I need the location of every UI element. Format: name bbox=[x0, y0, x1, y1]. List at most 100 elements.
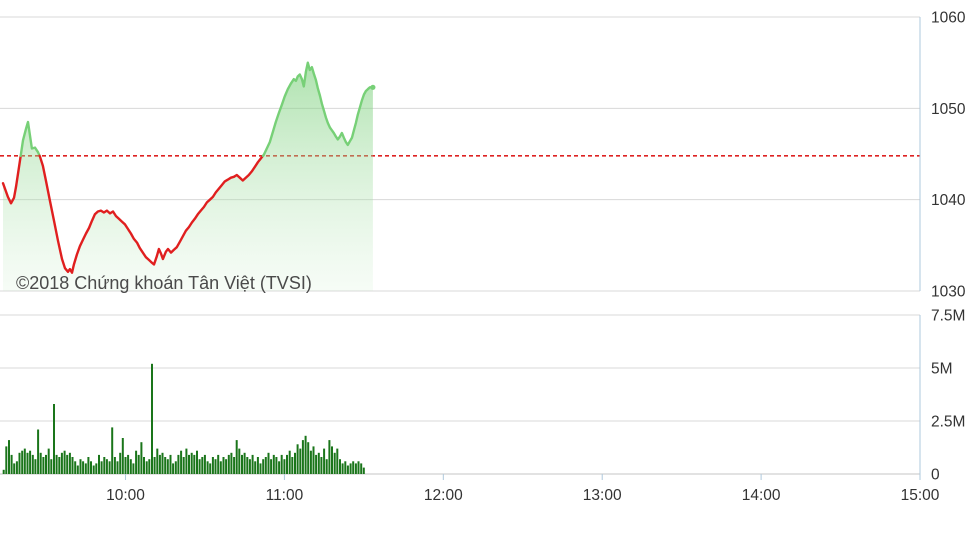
plot-borders bbox=[125, 17, 921, 480]
volume-bar bbox=[156, 448, 159, 474]
volume-axis-label: 7.5M bbox=[931, 308, 965, 325]
volume-bar bbox=[209, 463, 212, 474]
volume-bar bbox=[50, 459, 53, 474]
volume-bar bbox=[145, 461, 148, 474]
volume-bar bbox=[45, 454, 47, 474]
price-axis-label: 1060 bbox=[931, 10, 966, 27]
volume-bar bbox=[323, 448, 326, 474]
volume-bar bbox=[352, 461, 355, 474]
time-axis-label: 12:00 bbox=[424, 487, 463, 504]
volume-bar bbox=[283, 459, 286, 474]
volume-bar bbox=[188, 454, 190, 474]
volume-bar bbox=[31, 454, 34, 474]
volume-bar bbox=[137, 454, 140, 474]
volume-bar bbox=[278, 461, 281, 474]
volume-bar bbox=[309, 450, 312, 474]
volume-bar bbox=[219, 461, 222, 474]
volume-bar bbox=[60, 452, 63, 474]
volume-bar bbox=[256, 457, 259, 474]
volume-bar bbox=[29, 450, 32, 474]
volume-bar bbox=[103, 457, 106, 474]
volume-bar bbox=[262, 459, 265, 474]
volume-bar bbox=[169, 454, 172, 474]
volume-bar bbox=[317, 452, 320, 474]
price-axis-labels: 1060 1050 1040 1030 bbox=[931, 10, 966, 301]
volume-bar bbox=[333, 452, 336, 474]
volume-bar bbox=[15, 461, 18, 474]
volume-bar bbox=[95, 463, 98, 474]
volume-bar bbox=[243, 452, 246, 474]
volume-bar bbox=[98, 454, 100, 474]
volume-bar bbox=[119, 452, 122, 474]
time-axis-label: 14:00 bbox=[742, 487, 781, 504]
volume-bar bbox=[90, 461, 92, 474]
volume-bar bbox=[201, 457, 204, 474]
volume-bar bbox=[328, 440, 331, 474]
volume-bar bbox=[92, 465, 95, 474]
volume-bar bbox=[140, 442, 143, 474]
price-area-fill bbox=[3, 62, 373, 292]
volume-bar bbox=[2, 469, 5, 474]
volume-bar bbox=[87, 457, 90, 474]
volume-bar bbox=[84, 463, 87, 474]
volume-bar bbox=[182, 457, 185, 474]
volume-bar bbox=[74, 461, 77, 474]
volume-bar bbox=[312, 446, 315, 474]
volume-bar bbox=[153, 457, 156, 474]
volume-bar bbox=[164, 457, 167, 474]
volume-bar bbox=[339, 459, 341, 474]
volume-bar bbox=[275, 457, 278, 474]
volume-bar bbox=[198, 459, 201, 474]
volume-bar bbox=[259, 463, 262, 474]
volume-bar bbox=[185, 448, 188, 474]
volume-axis-label: 2.5M bbox=[931, 414, 965, 431]
volume-axis-labels: 7.5M 5M 2.5M 0 bbox=[931, 308, 965, 484]
volume-bar bbox=[18, 452, 21, 474]
volume-bar bbox=[177, 454, 180, 474]
volume-bar bbox=[166, 459, 169, 474]
volume-bar bbox=[23, 448, 26, 474]
volume-bar bbox=[307, 442, 310, 474]
volume-bar bbox=[211, 457, 214, 474]
volume-bar bbox=[121, 438, 124, 474]
volume-bar bbox=[135, 450, 138, 474]
volume-bar bbox=[291, 457, 294, 474]
volume-bar bbox=[238, 448, 241, 474]
volume-bar bbox=[53, 404, 55, 474]
volume-bar bbox=[82, 461, 85, 474]
volume-bar bbox=[13, 463, 16, 474]
volume-bar bbox=[196, 450, 198, 474]
volume-bars bbox=[2, 363, 365, 474]
volume-bar bbox=[111, 427, 114, 474]
volume-bar bbox=[354, 463, 357, 474]
volume-bar bbox=[225, 459, 228, 474]
volume-bar bbox=[294, 452, 296, 474]
time-axis-label: 11:00 bbox=[266, 487, 304, 504]
volume-bar bbox=[217, 454, 220, 474]
price-line-segment bbox=[19, 120, 41, 158]
volume-bar bbox=[241, 454, 243, 474]
volume-axis-label: 0 bbox=[931, 467, 940, 484]
volume-bar bbox=[301, 440, 304, 474]
volume-bar bbox=[42, 457, 45, 474]
volume-bar bbox=[39, 452, 42, 474]
volume-bar bbox=[304, 435, 307, 474]
price-line-endpoint bbox=[370, 84, 376, 90]
volume-bar bbox=[272, 454, 275, 474]
time-axis-labels: 10:00 11:00 12:00 13:00 14:00 15:00 bbox=[106, 487, 940, 504]
volume-bar bbox=[129, 459, 132, 474]
copyright-watermark: ©2018 Chứng khoán Tân Việt (TVSI) bbox=[16, 273, 312, 293]
price-line bbox=[1, 61, 376, 274]
volume-bar bbox=[58, 457, 61, 474]
volume-bar bbox=[227, 454, 230, 474]
volume-bar bbox=[286, 454, 288, 474]
volume-bar bbox=[251, 454, 254, 474]
volume-bar bbox=[331, 446, 333, 474]
volume-bar bbox=[151, 363, 153, 474]
volume-axis-label: 5M bbox=[931, 361, 953, 378]
volume-bar bbox=[71, 457, 74, 474]
volume-bar bbox=[63, 450, 66, 474]
volume-bar bbox=[254, 461, 257, 474]
volume-bar bbox=[113, 457, 116, 474]
